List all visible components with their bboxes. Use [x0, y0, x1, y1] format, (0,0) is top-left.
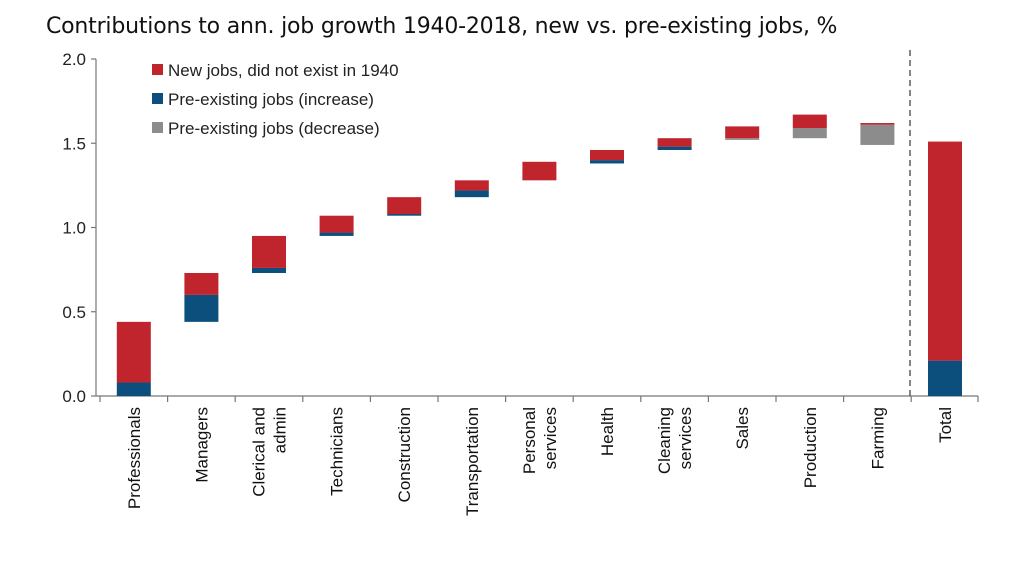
chart-axes: 0.0 0.5 1.0 1.5 2.0: [62, 50, 979, 406]
y-tick-label: 0.0: [62, 387, 86, 406]
x-tick-label: Transportation: [463, 407, 482, 516]
x-tick-label: Production: [801, 407, 820, 488]
bar-total-new-jobs-did-not-exist-in-1940: [928, 141, 962, 361]
x-label-personal-services: Personal services: [520, 407, 560, 474]
x-label-total: Total: [936, 407, 955, 443]
x-label-cleaning-services: Cleaning services: [655, 407, 695, 474]
bar-farming-pre-existing-jobs-decrease: [860, 124, 895, 145]
x-tick-label: Total: [936, 407, 955, 443]
chart-legend: New jobs, did not exist in 1940 Pre-exist…: [152, 61, 399, 138]
chart-category-labels: Professionals Managers Clerical and admin Te…: [125, 407, 955, 516]
chart-title: Contributions to ann. job growth 1940-20…: [46, 14, 838, 39]
x-label-managers: Managers: [192, 407, 211, 483]
x-label-construction: Construction: [395, 407, 414, 502]
bar-technicians-new-jobs-did-not-exist-in-1940: [319, 215, 354, 233]
bar-health-new-jobs-did-not-exist-in-1940: [590, 149, 624, 161]
bar-professionals-new-jobs-did-not-exist-in-1940: [116, 321, 151, 383]
legend-swatch-new-jobs-did-not-exist-in-1940: [152, 64, 163, 75]
legend-label-new-jobs-did-not-exist-in-1940: New jobs, did not exist in 1940: [168, 61, 399, 80]
bar-professionals-pre-existing-jobs-increase: [116, 382, 151, 396]
bar-transportation-new-jobs-did-not-exist-in-1940: [454, 180, 489, 191]
bar-clerical-and-admin-new-jobs-did-not-exist-in-1940: [252, 235, 286, 268]
bar-clerical-and-admin-pre-existing-jobs-increase: [252, 267, 286, 273]
x-label-sales: Sales: [733, 407, 752, 450]
chart-bars: [116, 114, 962, 396]
y-tick-label: 1.5: [62, 134, 86, 153]
x-label-health: Health: [598, 407, 617, 456]
x-tick-label: Sales: [733, 407, 752, 450]
bar-cleaning-services-pre-existing-jobs-increase: [657, 146, 692, 150]
x-tick-label: services: [541, 407, 560, 469]
x-tick-label: Health: [598, 407, 617, 456]
x-tick-label: Managers: [192, 407, 211, 483]
bar-total-pre-existing-jobs-increase: [928, 360, 962, 396]
x-tick-label: Farming: [868, 407, 887, 469]
y-tick-label: 2.0: [62, 50, 86, 69]
x-tick-label: Construction: [395, 407, 414, 502]
legend-label-pre-existing-jobs-increase: Pre-existing jobs (increase): [168, 90, 374, 109]
legend-swatch-pre-existing-jobs-increase: [152, 93, 163, 104]
x-tick-label: services: [676, 407, 695, 469]
bar-managers-new-jobs-did-not-exist-in-1940: [184, 272, 219, 295]
bar-construction-pre-existing-jobs-increase: [387, 214, 422, 216]
x-label-clerical-and-admin: Clerical and admin: [250, 407, 290, 497]
x-tick-label: Clerical and: [250, 407, 269, 497]
x-label-professionals: Professionals: [125, 407, 144, 509]
bar-construction-new-jobs-did-not-exist-in-1940: [387, 197, 422, 215]
bar-farming-new-jobs-did-not-exist-in-1940: [860, 123, 895, 125]
x-tick-label: Cleaning: [655, 407, 674, 474]
x-label-production: Production: [801, 407, 820, 488]
bar-production-new-jobs-did-not-exist-in-1940: [792, 114, 827, 129]
bar-sales-new-jobs-did-not-exist-in-1940: [725, 126, 760, 139]
x-tick-label: Personal: [520, 407, 539, 474]
bar-transportation-pre-existing-jobs-increase: [454, 190, 489, 198]
bar-technicians-pre-existing-jobs-increase: [319, 232, 354, 236]
bar-sales-pre-existing-jobs-decrease: [725, 138, 760, 140]
legend-swatch-pre-existing-jobs-decrease: [152, 122, 163, 133]
bar-cleaning-services-new-jobs-did-not-exist-in-1940: [657, 138, 692, 147]
x-tick-label: Professionals: [125, 407, 144, 509]
x-label-transportation: Transportation: [463, 407, 482, 516]
x-label-technicians: Technicians: [328, 407, 347, 496]
y-tick-label: 0.5: [62, 303, 86, 322]
bar-managers-pre-existing-jobs-increase: [184, 294, 219, 322]
y-tick-label: 1.0: [62, 219, 86, 238]
bar-personal-services-new-jobs-did-not-exist-in-1940: [522, 161, 557, 181]
bar-health-pre-existing-jobs-increase: [590, 160, 624, 164]
legend-label-pre-existing-jobs-decrease: Pre-existing jobs (decrease): [168, 119, 380, 138]
bar-production-pre-existing-jobs-decrease: [792, 128, 827, 139]
x-tick-label: admin: [271, 407, 290, 453]
x-label-farming: Farming: [868, 407, 887, 469]
x-tick-label: Technicians: [328, 407, 347, 496]
